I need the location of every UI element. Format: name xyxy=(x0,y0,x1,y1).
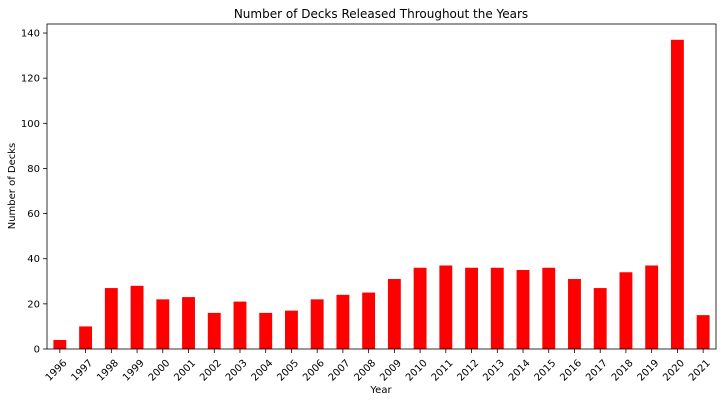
x-tick-label-2014: 2014 xyxy=(507,358,533,384)
x-tick-label-2019: 2019 xyxy=(636,358,662,384)
x-ticks-group: 1996 1997 1998 1999 2000 2001 2002 2003 2004 2005… xyxy=(44,349,713,384)
bar-2012 xyxy=(465,267,478,349)
bar-2009 xyxy=(387,279,401,349)
y-tick-label-20: 20 xyxy=(27,299,40,310)
bars-group xyxy=(53,39,710,350)
x-tick-label-2000: 2000 xyxy=(147,358,173,384)
x-tick-label-2021: 2021 xyxy=(687,358,713,384)
bar-2015 xyxy=(542,267,556,349)
bar-2018 xyxy=(619,272,633,349)
y-tick-label-40: 40 xyxy=(27,254,40,265)
x-tick-label-2015: 2015 xyxy=(533,358,559,384)
x-tick-label-2003: 2003 xyxy=(224,358,250,384)
bar-2005 xyxy=(285,310,298,349)
y-tick-label-140: 140 xyxy=(21,29,40,40)
bar-1998 xyxy=(104,288,118,349)
bar-1996 xyxy=(53,339,67,349)
x-tick-label-2006: 2006 xyxy=(301,358,327,384)
bar-2021 xyxy=(696,315,710,349)
x-tick-label-2007: 2007 xyxy=(327,358,353,384)
x-tick-label-2009: 2009 xyxy=(378,358,404,384)
bar-1997 xyxy=(79,326,93,349)
x-axis-label: Year xyxy=(369,385,392,396)
bar-2013 xyxy=(490,267,504,349)
y-tick-label-80: 80 xyxy=(27,164,40,175)
bar-2003 xyxy=(233,301,247,349)
x-tick-label-2008: 2008 xyxy=(353,358,379,384)
x-tick-label-2010: 2010 xyxy=(404,358,430,384)
bar-1999 xyxy=(130,285,144,349)
x-tick-label-2001: 2001 xyxy=(172,358,198,384)
x-tick-label-1996: 1996 xyxy=(44,358,70,384)
y-tick-label-60: 60 xyxy=(27,209,40,220)
bar-2014 xyxy=(516,270,530,349)
x-tick-label-2018: 2018 xyxy=(610,358,636,384)
y-ticks-group: 0 20 40 60 80 100 120 140 xyxy=(21,29,47,356)
x-tick-label-2013: 2013 xyxy=(481,358,507,384)
x-tick-label-2012: 2012 xyxy=(455,358,481,384)
bar-2006 xyxy=(310,299,324,349)
bar-2007 xyxy=(336,294,350,349)
y-axis-label: Number of Decks xyxy=(7,143,18,230)
x-tick-label-2002: 2002 xyxy=(198,358,224,384)
x-tick-label-2005: 2005 xyxy=(275,358,301,384)
x-tick-label-1997: 1997 xyxy=(69,358,95,384)
x-tick-label-2004: 2004 xyxy=(250,358,276,384)
bar-2019 xyxy=(645,265,659,349)
bar-2001 xyxy=(182,297,195,349)
bar-2020 xyxy=(670,39,684,350)
bar-2000 xyxy=(156,299,170,349)
x-tick-label-2020: 2020 xyxy=(661,358,687,384)
bar-2017 xyxy=(593,288,607,349)
plot-frame xyxy=(46,23,717,350)
bar-2016 xyxy=(568,279,581,349)
bar-2008 xyxy=(362,292,376,349)
x-tick-label-2011: 2011 xyxy=(430,358,456,384)
y-tick-label-100: 100 xyxy=(21,119,40,130)
y-tick-label-120: 120 xyxy=(21,74,40,85)
bar-2002 xyxy=(207,312,221,349)
x-tick-label-1999: 1999 xyxy=(121,358,147,384)
bar-2010 xyxy=(413,267,427,349)
y-tick-label-0: 0 xyxy=(34,345,40,356)
x-tick-label-1998: 1998 xyxy=(95,358,121,384)
chart-title: Number of Decks Released Throughout the … xyxy=(234,7,528,21)
bar-2011 xyxy=(439,265,453,349)
bar-2004 xyxy=(259,312,273,349)
x-tick-label-2017: 2017 xyxy=(584,358,610,384)
x-tick-label-2016: 2016 xyxy=(558,358,584,384)
